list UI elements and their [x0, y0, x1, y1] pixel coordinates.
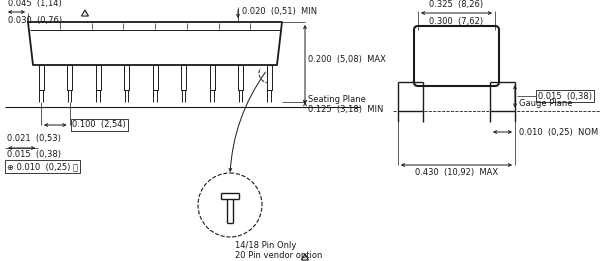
Text: 0.021  (0,53): 0.021 (0,53) — [7, 134, 61, 143]
Text: 0.015  (0,38): 0.015 (0,38) — [7, 150, 61, 159]
Text: 0.300  (7,62): 0.300 (7,62) — [430, 17, 484, 26]
Text: 20 Pin vendor option: 20 Pin vendor option — [235, 251, 322, 260]
Text: 0.030  (0,76): 0.030 (0,76) — [8, 16, 62, 25]
Text: 0.045  (1,14): 0.045 (1,14) — [8, 0, 62, 8]
FancyBboxPatch shape — [414, 26, 499, 86]
Text: 0.020  (0,51)  MIN: 0.020 (0,51) MIN — [242, 7, 317, 16]
Text: !: ! — [304, 254, 306, 259]
Text: 0.125  (3,18)  MIN: 0.125 (3,18) MIN — [308, 105, 384, 114]
Polygon shape — [153, 65, 158, 90]
Text: 0.200  (5,08)  MAX: 0.200 (5,08) MAX — [308, 55, 386, 64]
Polygon shape — [267, 65, 271, 90]
Polygon shape — [124, 65, 129, 90]
Text: !: ! — [84, 10, 86, 15]
Text: Seating Plane: Seating Plane — [308, 95, 366, 104]
Polygon shape — [39, 65, 44, 90]
Text: Gauge Plane: Gauge Plane — [519, 99, 573, 109]
Text: 0.015  (0,38): 0.015 (0,38) — [538, 92, 592, 101]
Text: 0.100  (2,54): 0.100 (2,54) — [73, 121, 126, 129]
Polygon shape — [67, 65, 72, 90]
Text: ⊕ 0.010  (0,25) Ⓜ: ⊕ 0.010 (0,25) Ⓜ — [7, 162, 78, 171]
Text: 14/18 Pin Only: 14/18 Pin Only — [235, 241, 296, 250]
Text: 0.430  (10,92)  MAX: 0.430 (10,92) MAX — [415, 168, 498, 177]
Polygon shape — [210, 65, 215, 90]
Text: 0.325  (8,26): 0.325 (8,26) — [430, 0, 484, 9]
Text: 0.010  (0,25)  NOM: 0.010 (0,25) NOM — [519, 128, 598, 137]
Polygon shape — [181, 65, 186, 90]
Polygon shape — [238, 65, 243, 90]
Polygon shape — [28, 22, 282, 65]
Polygon shape — [96, 65, 101, 90]
